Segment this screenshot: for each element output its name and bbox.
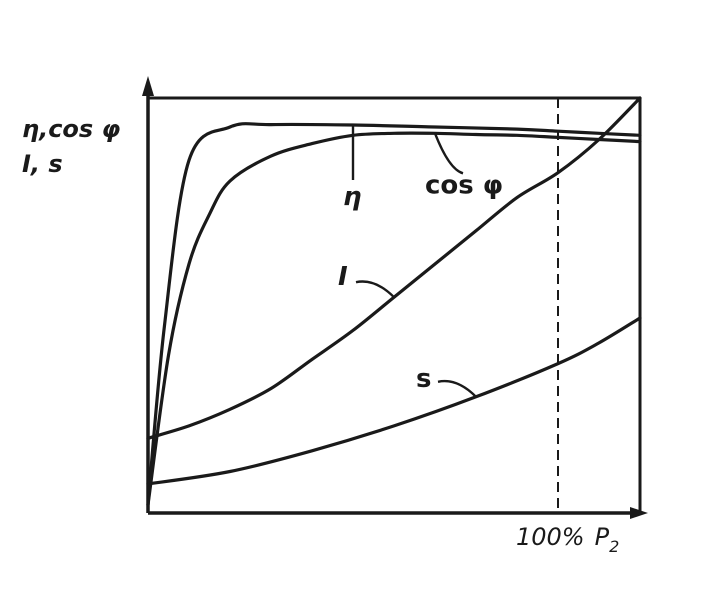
leader-line-cos-phi [433,132,464,175]
curve-label-cos-phi: cos φ [425,170,503,200]
leader-line-slip [437,379,477,398]
curve-label-slip: s [416,364,431,394]
y-axis-label-bottom: I, s [22,150,63,178]
leader-line-current [355,280,395,299]
y-axis-label-top: η,cos φ [22,115,121,143]
series-line-current [146,96,642,440]
x-axis-arrow [630,507,648,519]
x-axis-label-percent: 100% [516,523,585,551]
series-line-eta [146,122,642,507]
x-axis-label-subscript: 2 [609,537,619,556]
axis-labels: η,cos φ I, s 100% P2 [22,115,619,556]
series-line-slip [146,316,642,486]
curve-label-current: I [338,262,348,292]
curve-label-eta: η [343,182,362,212]
x-axis-label-symbol: P [595,523,610,551]
plot-area: η cos φ Is [142,76,648,519]
y-axis-arrow [142,76,154,96]
series-line-cos-phi [146,131,642,507]
x-axis-label: 100% P2 [516,523,619,556]
